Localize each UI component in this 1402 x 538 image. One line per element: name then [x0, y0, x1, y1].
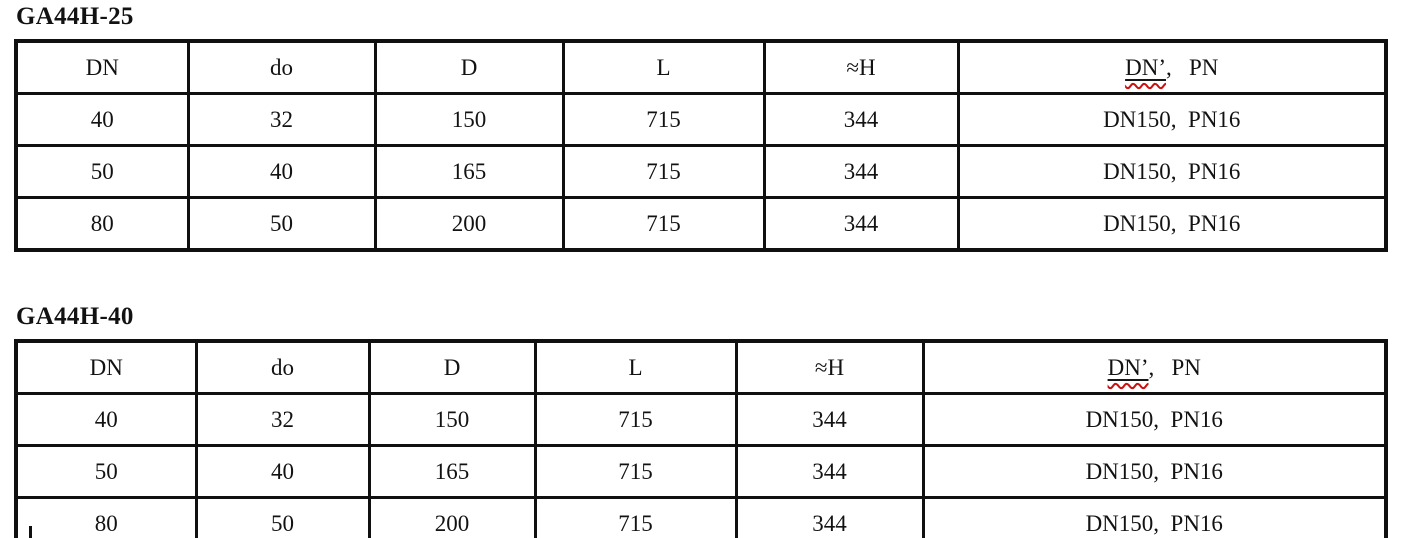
header-cell-dn: DN — [14, 339, 198, 395]
header-cell-d: D — [373, 39, 565, 95]
data-cell: 40 — [14, 92, 190, 147]
header-cell-dn-pn: DN’, PN — [956, 39, 1388, 95]
header-cell-h: ≈H — [762, 39, 960, 95]
spellcheck-squiggle-text: DN’ — [1107, 354, 1149, 380]
data-cell: 150 — [367, 392, 537, 447]
header-cell-dn-pn-rest: , PN — [1148, 354, 1201, 380]
table-row: 80 50 200 715 344 DN150, PN16 — [14, 496, 1388, 538]
data-cell: DN150, PN16 — [921, 496, 1388, 538]
table-row: 50 40 165 715 344 DN150, PN16 — [14, 444, 1388, 499]
data-cell: 344 — [762, 196, 960, 252]
data-cell: 344 — [734, 496, 925, 538]
spec-table-ga44h-40: DN do D L ≈H DN’, PN 40 32 150 715 344 D… — [14, 339, 1388, 538]
data-cell: 200 — [367, 496, 537, 538]
header-cell-dn-pn: DN’, PN — [921, 339, 1388, 395]
data-cell: 165 — [373, 144, 565, 199]
data-cell: 715 — [561, 92, 766, 147]
data-cell: 32 — [186, 92, 377, 147]
data-cell: 80 — [14, 496, 198, 538]
data-cell: DN150, PN16 — [956, 92, 1388, 147]
spec-table-ga44h-25: DN do D L ≈H DN’, PN 40 32 150 715 344 D… — [14, 39, 1388, 252]
table-row: 80 50 200 715 344 DN150, PN16 — [14, 196, 1388, 252]
data-cell: DN150, PN16 — [956, 144, 1388, 199]
data-cell: 50 — [194, 496, 371, 538]
data-cell: 344 — [762, 92, 960, 147]
table-row: 40 32 150 715 344 DN150, PN16 — [14, 92, 1388, 147]
data-cell: 715 — [533, 392, 738, 447]
manual-underline: DN’ — [1108, 355, 1149, 380]
header-row: DN do D L ≈H DN’, PN — [14, 339, 1388, 395]
section-title-ga44h-40: GA44H-40 — [16, 303, 134, 330]
header-cell-do: do — [186, 39, 377, 95]
data-cell: 344 — [734, 392, 925, 447]
data-cell: 40 — [186, 144, 377, 199]
data-cell: 150 — [373, 92, 565, 147]
data-cell: 40 — [14, 392, 198, 447]
table-row: 50 40 165 715 344 DN150, PN16 — [14, 144, 1388, 199]
data-cell: 344 — [734, 444, 925, 499]
data-cell: 50 — [14, 144, 190, 199]
text-cursor-mark — [29, 526, 32, 538]
header-cell-l: L — [561, 39, 766, 95]
data-cell: DN150, PN16 — [921, 444, 1388, 499]
header-cell-h: ≈H — [734, 339, 925, 395]
data-cell: 200 — [373, 196, 565, 252]
data-cell: 715 — [533, 444, 738, 499]
header-cell-dn-pn-rest: , PN — [1165, 54, 1219, 80]
table-row: 40 32 150 715 344 DN150, PN16 — [14, 392, 1388, 447]
data-cell: 715 — [533, 496, 738, 538]
header-cell-d: D — [367, 339, 537, 395]
data-cell: DN150, PN16 — [956, 196, 1388, 252]
data-cell: 715 — [561, 144, 766, 199]
data-cell: 715 — [561, 196, 766, 252]
data-cell: 50 — [186, 196, 377, 252]
section-title-ga44h-25: GA44H-25 — [16, 3, 134, 30]
data-cell: 165 — [367, 444, 537, 499]
data-cell: 32 — [194, 392, 371, 447]
data-cell: DN150, PN16 — [921, 392, 1388, 447]
header-row: DN do D L ≈H DN’, PN — [14, 39, 1388, 95]
header-cell-l: L — [533, 339, 738, 395]
header-cell-do: do — [194, 339, 371, 395]
data-cell: 80 — [14, 196, 190, 252]
header-cell-dn: DN — [14, 39, 190, 95]
spellcheck-squiggle-text: DN’ — [1125, 54, 1166, 80]
data-cell: 50 — [14, 444, 198, 499]
manual-underline: DN’ — [1125, 55, 1166, 80]
data-cell: 344 — [762, 144, 960, 199]
data-cell: 40 — [194, 444, 371, 499]
